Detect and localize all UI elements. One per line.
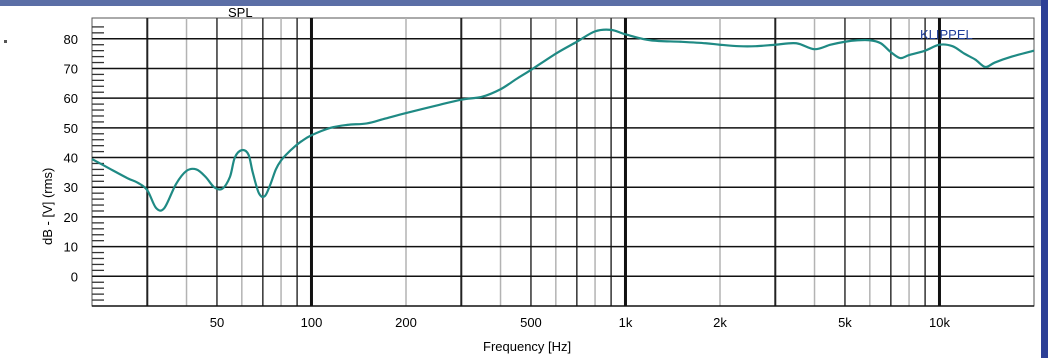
y-tick-label: 60 (64, 91, 78, 106)
x-tick-label: 5k (838, 315, 852, 330)
y-tick-label: 30 (64, 180, 78, 195)
y-tick-label: 20 (64, 210, 78, 225)
x-tick-label: 50 (210, 315, 224, 330)
minor-gridlines (185, 18, 910, 306)
x-tick-label: 100 (301, 315, 323, 330)
spl-response-curve (91, 28, 1035, 212)
y-tick-label: 80 (64, 32, 78, 47)
x-axis-label: Frequency [Hz] (483, 339, 571, 354)
major-gridlines (92, 18, 1034, 307)
y-tick-labels: 0 10 20 30 40 50 60 70 80 (64, 32, 78, 285)
margin-mark (4, 40, 7, 43)
window-right-bar (1041, 0, 1048, 358)
y-axis-label: dB - [V] (rms) (40, 168, 55, 245)
y-tick-label: 0 (71, 269, 78, 284)
klippel-brand-label: KLIPPEL (920, 27, 973, 42)
x-tick-label: 200 (395, 315, 417, 330)
chart-title: SPL (228, 5, 253, 20)
y-tick-label: 50 (64, 121, 78, 136)
y-tick-label: 40 (64, 151, 78, 166)
series-group (91, 28, 1035, 212)
y-tick-label: 10 (64, 240, 78, 255)
x-tick-label: 500 (520, 315, 542, 330)
x-tick-label: 1k (619, 315, 633, 330)
window-top-bar (0, 0, 1048, 6)
y-tick-label: 70 (64, 61, 78, 76)
x-tick-label: 2k (713, 315, 727, 330)
y-minor-ticks (92, 26, 104, 301)
x-tick-labels: 50 100 200 500 1k 2k 5k 10k (210, 315, 951, 330)
x-tick-label: 10k (929, 315, 950, 330)
